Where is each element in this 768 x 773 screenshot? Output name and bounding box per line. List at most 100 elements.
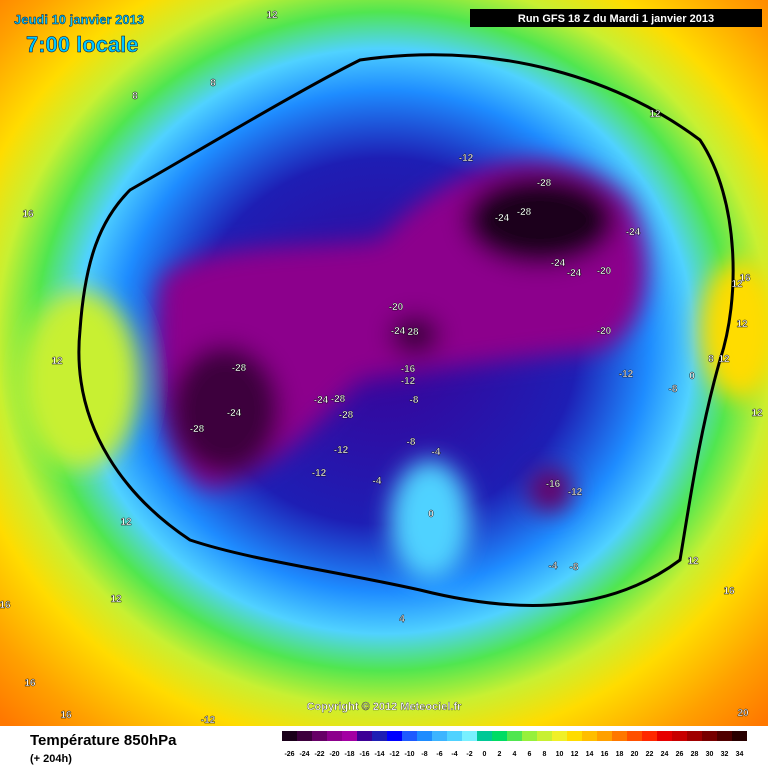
contour-label: -24 bbox=[567, 268, 582, 279]
contour-label: -12 bbox=[312, 468, 327, 479]
contour-label: 12 bbox=[718, 354, 730, 365]
scale-swatch bbox=[507, 731, 522, 741]
scale-tick-label: 26 bbox=[676, 751, 684, 758]
scale-tick-label: 24 bbox=[661, 751, 669, 758]
forecast-lead: (+ 204h) bbox=[30, 753, 72, 765]
scale-tick-label: -12 bbox=[389, 751, 399, 758]
contour-label: 0 bbox=[689, 371, 695, 382]
scale-tick-label: -6 bbox=[436, 751, 442, 758]
contour-label: 16 bbox=[22, 209, 34, 220]
scale-tick-label: -16 bbox=[359, 751, 369, 758]
scale-tick-label: 18 bbox=[616, 751, 624, 758]
contour-label: -28 bbox=[190, 424, 205, 435]
scale-swatch bbox=[567, 731, 582, 741]
contour-label: -8 bbox=[570, 562, 579, 573]
contour-label: 12 bbox=[649, 109, 661, 120]
contour-label: 28 bbox=[407, 327, 419, 338]
contour-label: 12 bbox=[751, 408, 763, 419]
contour-label: -12 bbox=[459, 153, 474, 164]
contour-label: 12 bbox=[736, 319, 748, 330]
contour-label: 4 bbox=[399, 614, 405, 625]
contour-label: -28 bbox=[339, 410, 354, 421]
scale-tick-label: 22 bbox=[646, 751, 654, 758]
color-scale: -26 -24 -22 -20 -18 -16 -14 -12 -10 -8 -6 -4 -2 0 2 4 6 8… bbox=[282, 731, 747, 758]
contour-label: -8 bbox=[410, 395, 419, 406]
scale-swatch bbox=[522, 731, 537, 741]
contour-label: -12 bbox=[401, 376, 416, 387]
contour-label: -28 bbox=[537, 178, 552, 189]
scale-tick-label: 8 bbox=[543, 751, 547, 758]
contour-label: 20 bbox=[737, 708, 749, 719]
scale-swatch bbox=[297, 731, 312, 741]
contour-label: 8 bbox=[708, 354, 714, 365]
scale-tick-label: 6 bbox=[528, 751, 532, 758]
contour-label: -20 bbox=[597, 266, 612, 277]
scale-swatch bbox=[342, 731, 357, 741]
scale-swatch bbox=[612, 731, 627, 741]
scale-swatch bbox=[672, 731, 687, 741]
contour-label: -12 bbox=[619, 369, 634, 380]
scale-swatch bbox=[432, 731, 447, 741]
scale-swatch bbox=[492, 731, 507, 741]
scale-swatch bbox=[327, 731, 342, 741]
scale-tick-label: -8 bbox=[421, 751, 427, 758]
scale-swatch bbox=[372, 731, 387, 741]
scale-tick-label: 2 bbox=[498, 751, 502, 758]
scale-swatch bbox=[402, 731, 417, 741]
contour-label: 16 bbox=[24, 678, 36, 689]
contour-label: -4 bbox=[373, 476, 382, 487]
scale-tick-label: -4 bbox=[451, 751, 457, 758]
scale-swatch bbox=[312, 731, 327, 741]
contour-label: -24 bbox=[551, 258, 566, 269]
scale-swatch bbox=[447, 731, 462, 741]
run-info: Run GFS 18 Z du Mardi 1 janvier 2013 bbox=[518, 13, 714, 25]
scale-swatch bbox=[387, 731, 402, 741]
scale-swatch bbox=[477, 731, 492, 741]
contour-label: 12 bbox=[731, 279, 743, 290]
contour-label: 12 bbox=[120, 517, 132, 528]
scale-tick-label: 16 bbox=[601, 751, 609, 758]
contour-label: -8 bbox=[407, 437, 416, 448]
contour-label: -16 bbox=[401, 364, 416, 375]
contour-label: 12 bbox=[266, 10, 278, 21]
scale-tick-label: 20 bbox=[631, 751, 639, 758]
scale-swatch bbox=[537, 731, 552, 741]
contour-label: -16 bbox=[546, 479, 561, 490]
contour-label: -12 bbox=[201, 715, 216, 726]
scale-tick-label: -22 bbox=[314, 751, 324, 758]
contour-label: 12 bbox=[51, 356, 63, 367]
contour-label: -12 bbox=[334, 445, 349, 456]
contour-label: -8 bbox=[669, 384, 678, 395]
scale-swatch bbox=[462, 731, 477, 741]
scale-swatch bbox=[582, 731, 597, 741]
contour-label: -24 bbox=[626, 227, 641, 238]
scale-swatch bbox=[282, 731, 297, 741]
scale-tick-label: 14 bbox=[586, 751, 594, 758]
scale-swatch bbox=[687, 731, 702, 741]
scale-swatch bbox=[732, 731, 747, 741]
scale-swatch bbox=[642, 731, 657, 741]
scale-swatch bbox=[552, 731, 567, 741]
forecast-time: 7:00 locale bbox=[26, 32, 139, 57]
scale-tick-label: -24 bbox=[299, 751, 309, 758]
scale-swatch bbox=[657, 731, 672, 741]
scale-swatch bbox=[702, 731, 717, 741]
scale-tick-label: -2 bbox=[466, 751, 472, 758]
contour-label: 16 bbox=[739, 273, 751, 284]
scale-tick-label: 28 bbox=[691, 751, 699, 758]
scale-tick-label: -20 bbox=[329, 751, 339, 758]
scale-tick-label: 4 bbox=[513, 751, 517, 758]
run-box bbox=[470, 9, 762, 27]
contour-label: 8 bbox=[210, 78, 216, 89]
contour-label: 8 bbox=[132, 91, 138, 102]
contour-label: -24 bbox=[391, 326, 406, 337]
contour-label: -24 bbox=[495, 213, 510, 224]
scale-tick-label: 12 bbox=[571, 751, 579, 758]
scale-tick-label: -14 bbox=[374, 751, 384, 758]
scale-swatch bbox=[357, 731, 372, 741]
scale-tick-label: -10 bbox=[404, 751, 414, 758]
scale-tick-label: 34 bbox=[736, 751, 744, 758]
contour-label: -4 bbox=[432, 447, 441, 458]
forecast-date: Jeudi 10 janvier 2013 bbox=[14, 12, 144, 27]
